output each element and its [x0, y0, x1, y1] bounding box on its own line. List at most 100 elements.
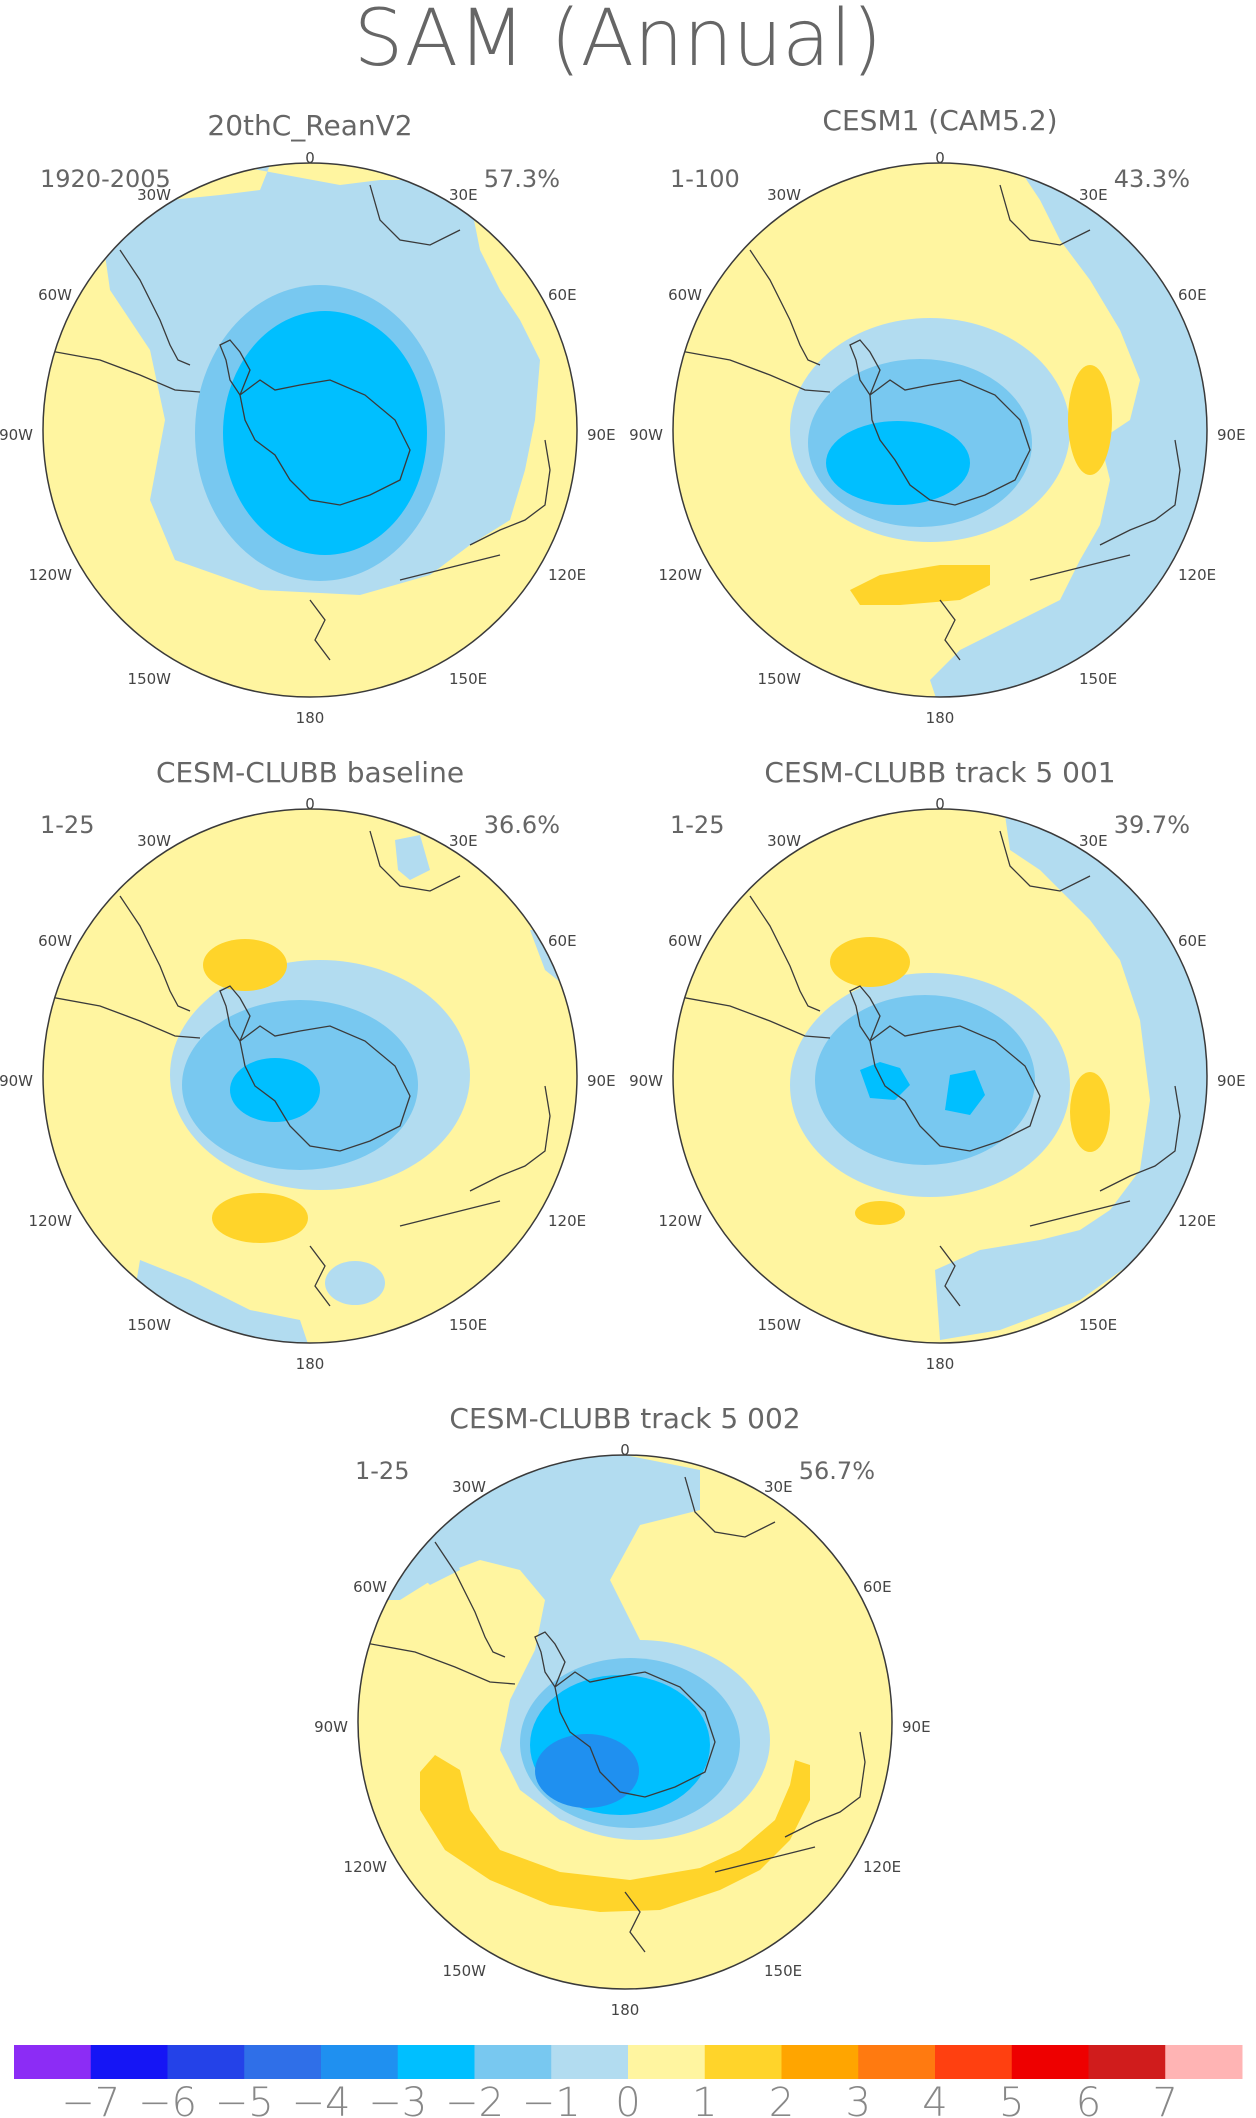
lon-label: 120W [29, 566, 73, 584]
contour-negative-light [325, 1261, 385, 1305]
lon-label: 120E [1178, 1212, 1216, 1230]
colorbar-tick-label: 0 [615, 2080, 640, 2118]
lon-label: 60W [668, 932, 702, 950]
colorbar-tick-label: −4 [292, 2080, 351, 2118]
lon-label: 0 [305, 795, 315, 813]
colorbar-swatch [858, 2045, 936, 2079]
contour-negative-strong [945, 1070, 985, 1115]
colorbar-swatch [781, 2045, 859, 2079]
contour-negative-mid [815, 995, 1035, 1165]
colorbar-swatch [474, 2045, 552, 2079]
lon-label: 0 [935, 795, 945, 813]
panel-period: 1-25 [355, 1457, 409, 1485]
colorbar-swatch [244, 2045, 322, 2079]
lon-label: 180 [611, 2001, 640, 2019]
panel-title: CESM-CLUBB baseline [156, 756, 464, 789]
lon-label: 90E [1217, 1072, 1246, 1090]
panel-period: 1920-2005 [40, 165, 171, 193]
panel-variance: 56.7% [799, 1457, 875, 1485]
lon-label: 60E [1178, 286, 1207, 304]
lon-label: 30W [767, 832, 801, 850]
lon-label: 150E [764, 1962, 802, 1980]
contour-negative-light [935, 812, 1207, 1340]
colorbar-swatch [704, 2045, 782, 2079]
colorbar-tick-label: 1 [692, 2080, 717, 2118]
lon-label: 150W [128, 1316, 172, 1334]
panel-period: 1-25 [670, 811, 724, 839]
lon-label: 120E [548, 566, 586, 584]
longitude-labels: 0 30E 60E 90E 120E 150E 180 150W 120W 90… [629, 795, 1246, 1373]
colorbar-swatch [397, 2045, 475, 2079]
map-panel-5: CESM-CLUBB track 5 002 1-25 56.7% [314, 1402, 931, 2019]
map-boundary [42, 808, 578, 1344]
lon-label: 60W [38, 286, 72, 304]
colorbar-swatch [321, 2045, 399, 2079]
contour-positive-light [855, 1201, 905, 1225]
lon-label: 60E [863, 1578, 892, 1596]
panel-title: CESM-CLUBB track 5 002 [449, 1402, 800, 1435]
colorbar-tick-label: 4 [922, 2080, 947, 2118]
contour-negative-light [415, 1545, 460, 1585]
longitude-labels: 0 30E 60E 90E 120E 150E 180 150W 120W 90… [314, 1441, 931, 2019]
lon-label: 30W [767, 186, 801, 204]
contour-positive-light [212, 1193, 308, 1243]
colorbar-tick-label: 6 [1076, 2080, 1101, 2118]
colorbar-tick-label: 2 [769, 2080, 794, 2118]
panel-title: CESM-CLUBB track 5 001 [764, 756, 1115, 789]
colorbar-tick-label: −2 [445, 2080, 504, 2118]
colorbar-swatch [90, 2045, 168, 2079]
lon-label: 90W [629, 1072, 663, 1090]
lon-label: 120W [659, 566, 703, 584]
colorbar-swatch [14, 2045, 92, 2079]
lon-label: 150E [449, 670, 487, 688]
map-panel-1: 20thC_ReanV2 1920-2005 57.3% 0 30E 60E [0, 109, 616, 727]
lon-label: 120E [863, 1858, 901, 1876]
lon-label: 90E [587, 1072, 616, 1090]
coastlines [674, 184, 1181, 661]
lon-label: 60W [668, 286, 702, 304]
panel-title: 20thC_ReanV2 [207, 109, 412, 142]
lon-label: 150W [758, 1316, 802, 1334]
lon-label: 90W [629, 426, 663, 444]
lon-label: 180 [296, 1355, 325, 1373]
contour-negative-light [930, 163, 1207, 697]
lon-label: 0 [620, 1441, 630, 1459]
lon-label: 120E [1178, 566, 1216, 584]
lon-label: 150E [1079, 670, 1117, 688]
colorbar-swatch [167, 2045, 245, 2079]
colorbar-tick-label: −5 [215, 2080, 274, 2118]
contour-positive-light [203, 939, 287, 991]
contour-positive-light [1068, 365, 1112, 475]
figure-title: SAM (Annual) [354, 0, 882, 84]
map-panel-4: CESM-CLUBB track 5 001 1-25 39.7% [629, 756, 1246, 1373]
contour-positive-light [830, 937, 910, 987]
colorbar: −7 −6 −5 −4 −3 −2 −1 0 1 2 3 4 5 6 7 [14, 2045, 1243, 2118]
lon-label: 60E [1178, 932, 1207, 950]
lon-label: 180 [926, 709, 955, 727]
map-panel-3: CESM-CLUBB baseline 1-25 36.6% [0, 756, 616, 1373]
colorbar-swatch [1011, 2045, 1089, 2079]
contour-negative-strong [223, 311, 427, 555]
lon-label: 90E [1217, 426, 1246, 444]
map-boundary [672, 162, 1208, 698]
coastlines [674, 830, 1181, 1307]
lon-label: 120W [29, 1212, 73, 1230]
panel-period: 1-25 [40, 811, 94, 839]
colorbar-swatch [628, 2045, 706, 2079]
colorbar-swatch [551, 2045, 629, 2079]
coastlines [359, 1476, 866, 1953]
lon-label: 90W [0, 426, 33, 444]
panel-title: CESM1 (CAM5.2) [822, 104, 1057, 137]
colorbar-swatch [1088, 2045, 1166, 2079]
lon-label: 60W [38, 932, 72, 950]
lon-label: 60E [548, 932, 577, 950]
coastlines [44, 184, 551, 661]
panel-variance: 36.6% [484, 811, 560, 839]
lon-label: 30W [452, 1478, 486, 1496]
longitude-labels: 0 30E 60E 90E 120E 150E 180 150W 120W 90… [0, 795, 616, 1373]
colorbar-tick-label: −1 [522, 2080, 581, 2118]
lon-label: 0 [935, 149, 945, 167]
lon-label: 90E [902, 1718, 931, 1736]
lon-label: 150E [449, 1316, 487, 1334]
lon-label: 30E [1079, 832, 1108, 850]
